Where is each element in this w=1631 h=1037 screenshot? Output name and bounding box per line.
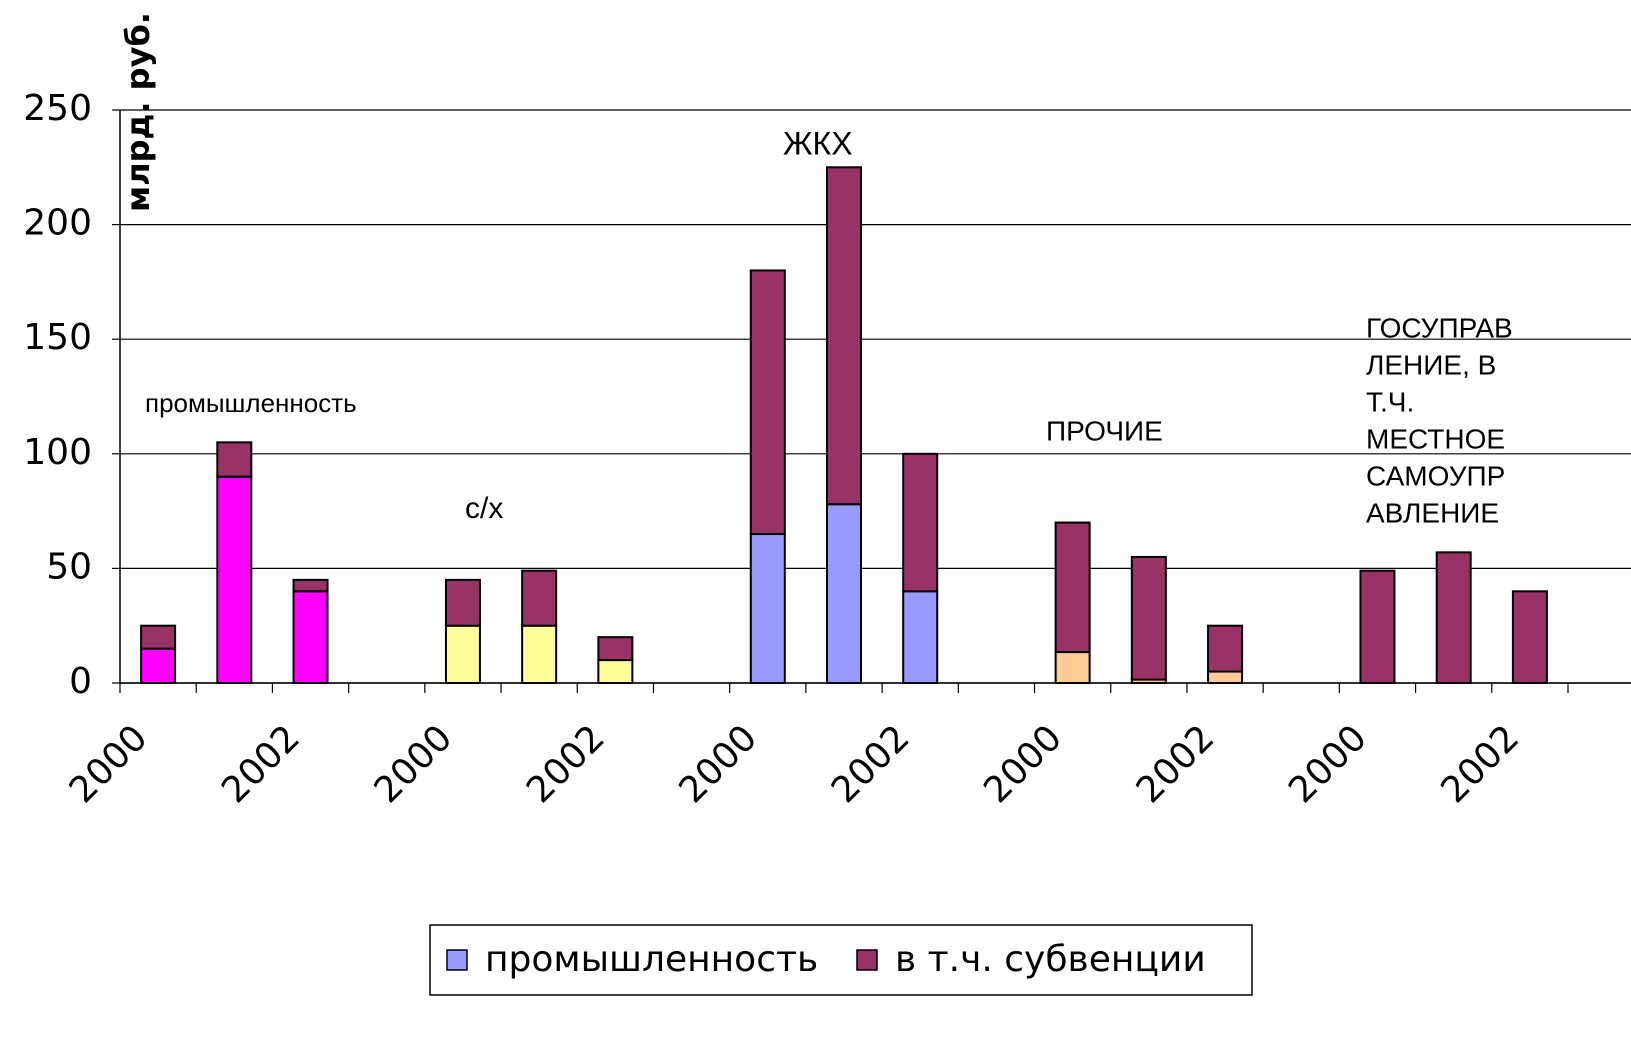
bar-segment <box>1435 551 1472 685</box>
legend-box <box>429 924 1253 996</box>
bar-segment <box>826 503 862 684</box>
bar-segment <box>597 659 634 685</box>
bar-segment <box>521 624 558 685</box>
bar-segment <box>1207 624 1244 673</box>
annotation: ЛЕНИЕ, В <box>1366 349 1496 380</box>
x-tick-label: 2002 <box>824 717 918 811</box>
bar-segment <box>902 590 939 685</box>
x-tick-label: 2000 <box>1281 717 1375 811</box>
y-axis-label: млрд. руб. <box>119 12 157 212</box>
annotation: промышленность <box>145 388 357 418</box>
annotation: с/х <box>465 492 503 525</box>
bar-segment <box>1130 555 1167 681</box>
bar-segment <box>444 624 481 685</box>
bar-segment <box>140 647 177 684</box>
bar-segment <box>597 636 634 662</box>
legend-label: в т.ч. субвенции <box>895 939 1206 980</box>
bar-segment <box>216 441 253 478</box>
bar-segment <box>444 578 481 627</box>
annotation: МЕСТНОЕ <box>1366 423 1505 454</box>
annotation: ЖКХ <box>783 125 853 161</box>
annotation: ГОСУПРАВ <box>1366 312 1513 343</box>
bar-segment <box>292 578 329 593</box>
y-tick-label: 150 <box>23 317 92 358</box>
annotation: САМОУПР <box>1366 460 1505 491</box>
bar-segment <box>292 590 329 685</box>
legend-label: промышленность <box>485 939 818 980</box>
y-tick-label: 0 <box>69 661 92 702</box>
x-tick-label: 2002 <box>1129 717 1223 811</box>
bar-segment <box>1054 521 1091 654</box>
bar-segment <box>826 166 862 506</box>
bar-segment <box>216 475 253 684</box>
bar-segment <box>140 624 177 650</box>
bar-segment <box>1207 670 1244 684</box>
annotation: АВЛЕНИЕ <box>1366 497 1499 528</box>
bar-segment <box>1054 651 1091 684</box>
x-tick-label: 2000 <box>671 717 765 811</box>
legend-swatch <box>446 949 468 971</box>
x-tick-label: 2000 <box>62 717 156 811</box>
x-tick-label: 2002 <box>519 717 613 811</box>
x-tick-label: 2002 <box>214 717 308 811</box>
y-tick-label: 50 <box>46 546 92 587</box>
y-tick-label: 100 <box>23 432 92 473</box>
annotation: Т.Ч. <box>1366 386 1414 417</box>
bar-segment <box>749 533 786 685</box>
bar-segment <box>1511 590 1548 685</box>
legend-swatch <box>856 949 878 971</box>
bar-segment <box>1359 569 1396 685</box>
annotation: ПРОЧИЕ <box>1046 415 1163 446</box>
x-tick-label: 2002 <box>1434 717 1528 811</box>
x-tick-label: 2000 <box>976 717 1070 811</box>
x-tick-label: 2000 <box>367 717 461 811</box>
bar-segment <box>749 269 786 536</box>
y-tick-label: 250 <box>23 88 92 129</box>
bar-segment <box>521 569 558 627</box>
bar-segment <box>902 452 939 593</box>
y-tick-label: 200 <box>23 203 92 244</box>
